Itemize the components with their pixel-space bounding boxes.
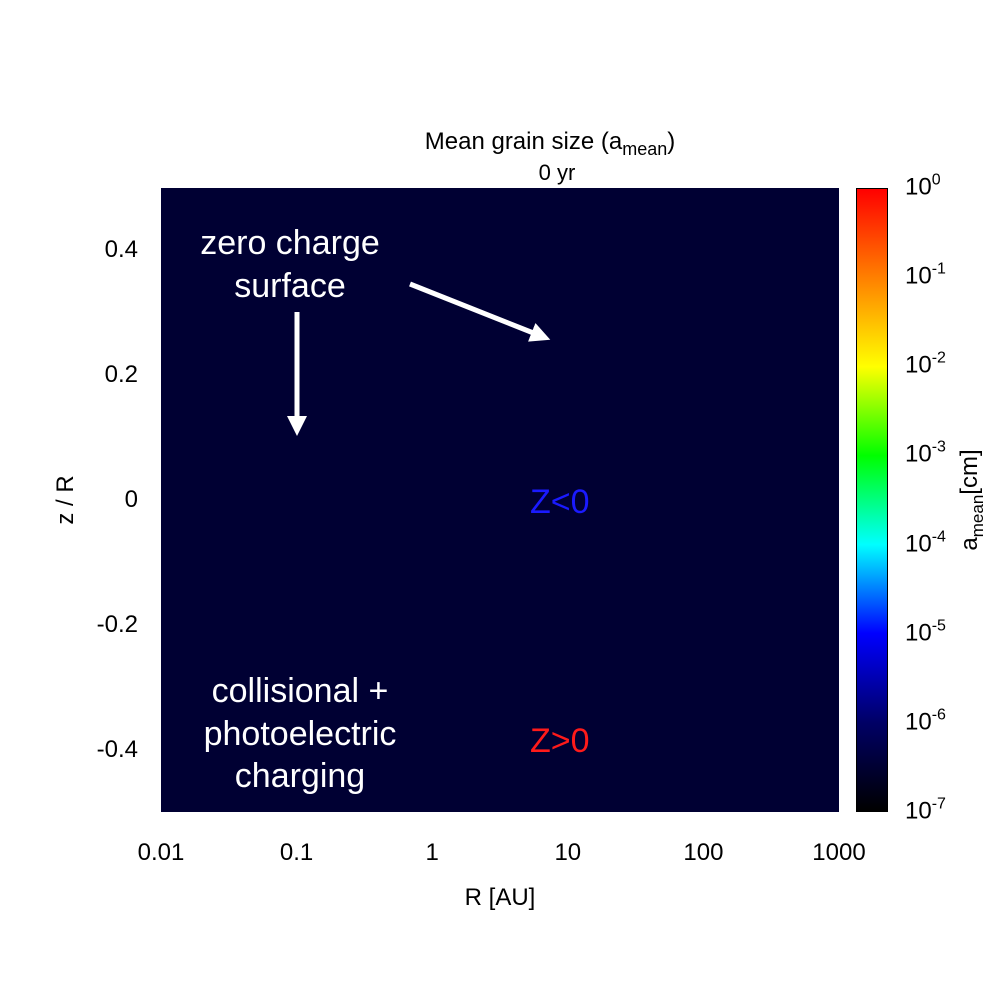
- annotation-line: collisional +: [211, 672, 389, 710]
- annotation-line: zero charge: [200, 224, 380, 262]
- x-axis-label: R [AU]: [464, 884, 536, 911]
- colorbar-tick-base: 10: [905, 440, 932, 468]
- colorbar-tick-exponent: -2: [931, 349, 946, 367]
- colorbar-tick-exponent: 0: [931, 171, 941, 189]
- colorbar-tick-exponent: -6: [931, 706, 946, 724]
- colorbar-tick-base: 10: [905, 619, 932, 647]
- colorbar-tick-label: 10-2: [905, 349, 946, 379]
- x-tick-label: 1000: [812, 839, 866, 866]
- x-tick-label: 1: [425, 839, 439, 866]
- colorbar-tick-label: 10-1: [905, 260, 946, 290]
- y-tick-label: 0.2: [104, 361, 138, 389]
- y-tick-label: 0: [124, 486, 138, 513]
- z-negative-label: Z<0: [530, 483, 590, 521]
- colorbar-tick-exponent: -5: [931, 617, 946, 635]
- colorbar-label: amean[cm]: [956, 449, 988, 550]
- colorbar-tick-base: 10: [905, 173, 932, 201]
- title-subscript: mean: [622, 139, 668, 159]
- colorbar-tick-label: 10-6: [905, 707, 946, 734]
- y-tick-label: 0.4: [104, 236, 138, 264]
- colorbar-tick-base: 10: [905, 351, 932, 379]
- annotation-line: surface: [234, 266, 346, 305]
- x-tick-label: 0.01: [137, 839, 185, 866]
- colorbar-tick-base: 10: [905, 708, 932, 736]
- colorbar-tick-exponent: -3: [931, 438, 946, 456]
- z-positive-label: Z>0: [530, 722, 590, 760]
- arrow-right-icon: [409, 281, 551, 342]
- chart-subtitle: 0 yr: [538, 160, 576, 185]
- colorbar-tick-base: 10: [905, 797, 932, 825]
- y-tick-label: -0.4: [96, 735, 138, 763]
- x-tick-label: 100: [683, 839, 724, 866]
- colorbar-tick-exponent: -1: [931, 260, 946, 278]
- chart-title: Mean grain size (amean): [300, 128, 800, 159]
- title-end: ): [667, 128, 676, 155]
- colorbar-label-subscript: mean: [968, 494, 987, 538]
- colorbar-tick-exponent: -7: [931, 795, 946, 813]
- annotation-line: photoelectric: [203, 714, 397, 753]
- colorbar-tick-label: 10-7: [905, 795, 946, 825]
- annotation-line: charging: [234, 757, 366, 795]
- y-axis-label: z / R: [52, 475, 79, 525]
- heatmap-plot-area: [161, 188, 839, 812]
- colorbar-tick-label: 100: [905, 171, 941, 201]
- x-tick-label: 10: [554, 839, 582, 866]
- colorbar-tick-base: 10: [905, 530, 932, 558]
- colorbar-label-text: a: [956, 537, 983, 551]
- colorbar-label-unit: [cm]: [956, 449, 983, 495]
- colorbar-tick-exponent: -4: [931, 528, 946, 546]
- y-tick-label: -0.2: [96, 610, 138, 638]
- heatmap-field: [161, 188, 839, 812]
- annotation-charging: collisional + photoelectric charging: [170, 670, 430, 798]
- x-tick-label: 0.1: [279, 839, 314, 866]
- colorbar: [856, 188, 888, 812]
- colorbar-tick-label: 10-4: [905, 529, 946, 556]
- colorbar-tick-base: 10: [905, 262, 932, 290]
- title-text: Mean grain size (a: [424, 128, 623, 155]
- annotation-zero-charge: zero charge surface: [170, 222, 410, 307]
- colorbar-tick-label: 10-5: [905, 618, 946, 645]
- colorbar-tick-label: 10-3: [905, 438, 946, 468]
